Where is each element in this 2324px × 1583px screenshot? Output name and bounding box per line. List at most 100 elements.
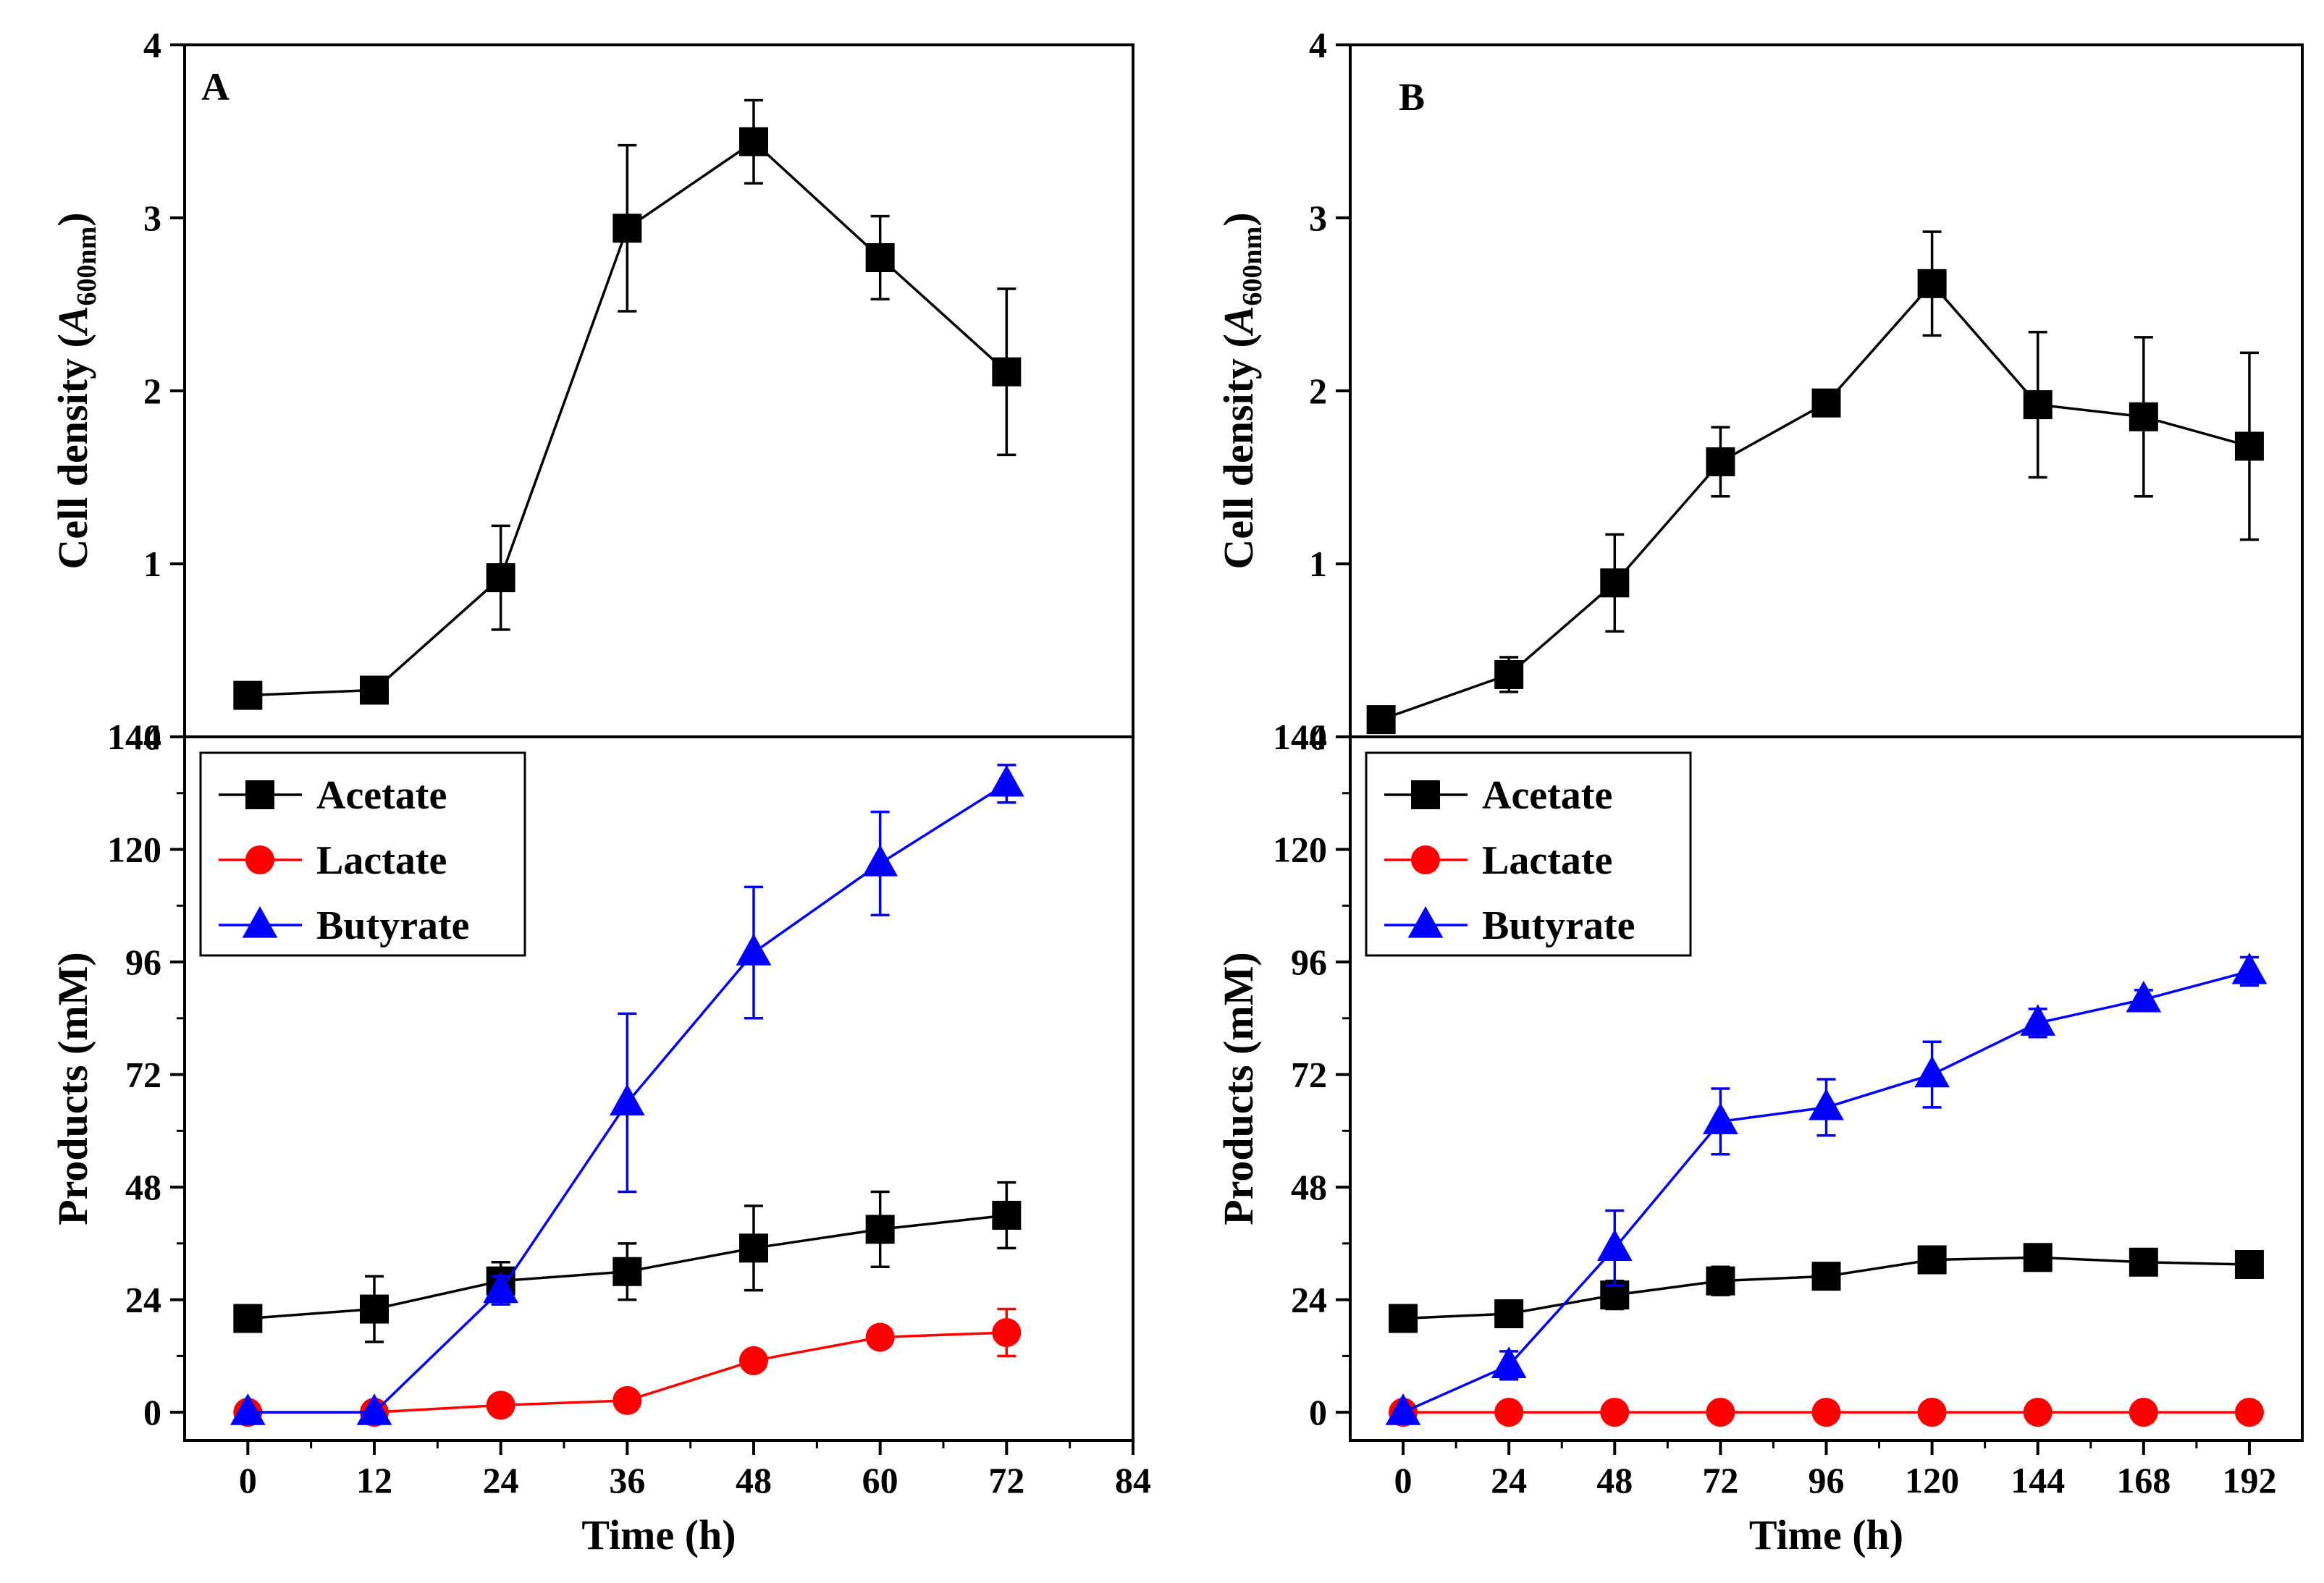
y-tick-label: 120 [1273, 830, 1327, 870]
legend-marker [245, 845, 274, 874]
y-axis-title-var: A [1215, 306, 1262, 337]
y-tick-label: 1 [143, 544, 161, 584]
x-tick-label: 60 [862, 1460, 898, 1500]
panel-frame [1349, 43, 2304, 1442]
x-axis-title: Time (h) [581, 1511, 736, 1558]
y-axis-title: Cell density (A600nm) [1215, 212, 1268, 569]
series-acetate [233, 1181, 1022, 1343]
y-tick-label: 120 [107, 830, 161, 870]
y-axis-title-text: Cell density ( [1215, 334, 1262, 569]
data-point [865, 242, 895, 272]
subplot-b-top: 0 1 2 3 4 Cell density (A600nm) [1215, 25, 2264, 757]
legend-label: Acetate [316, 773, 447, 818]
x-tick-label: 0 [239, 1460, 257, 1500]
y-tick-label: 2 [1309, 371, 1327, 411]
legend-marker [1411, 845, 1440, 874]
y-tick-label: 4 [1309, 25, 1327, 65]
data-point [609, 1084, 645, 1116]
legend-label: Lactate [316, 838, 447, 883]
y-tick-label: 144 [1273, 717, 1327, 757]
data-point [2129, 402, 2158, 431]
data-point [2234, 431, 2264, 461]
y-tick-label: 24 [1291, 1280, 1327, 1320]
series-lactate [233, 1307, 1022, 1427]
legend: Acetate Lactate Butyrate [199, 751, 526, 957]
data-point [739, 127, 768, 156]
y-tick-label: 96 [1291, 942, 1327, 982]
data-point [1596, 1229, 1633, 1261]
series-line [1381, 282, 2250, 721]
x-tick-label: 192 [2222, 1460, 2276, 1500]
legend-marker [1411, 780, 1440, 809]
legend-label: Acetate [1482, 773, 1612, 818]
y-tick-label: 144 [107, 717, 161, 757]
data-point [612, 214, 642, 243]
panel-letter-b: B [1399, 75, 1425, 119]
x-tick-label: 48 [736, 1460, 772, 1500]
data-point [1385, 1393, 1421, 1425]
data-point [1706, 447, 1735, 476]
data-point [360, 1294, 389, 1324]
data-point [2231, 952, 2268, 984]
series-butyrate [230, 764, 1024, 1425]
y-axis-title-close: ) [49, 212, 96, 226]
data-point [2023, 1243, 2053, 1272]
data-point [360, 675, 389, 705]
data-point [1914, 1055, 1950, 1088]
data-point [483, 1271, 519, 1304]
x-tick-label: 12 [356, 1460, 392, 1500]
data-point [1494, 1398, 1524, 1427]
legend-entry-butyrate: Butyrate [219, 903, 470, 948]
y-axis-title-sub: 600nm [72, 227, 102, 306]
legend-marker [245, 780, 274, 809]
data-point [2234, 1398, 2264, 1427]
legend-label: Butyrate [1482, 903, 1635, 948]
data-point [1389, 1304, 1418, 1333]
y-tick-label: 3 [143, 198, 161, 238]
data-point [2129, 1247, 2158, 1277]
legend-marker [1407, 906, 1444, 938]
data-point [1811, 1398, 1841, 1427]
data-point [1494, 1299, 1524, 1329]
data-point [1809, 1088, 1844, 1120]
legend-entry-butyrate: Butyrate [1384, 903, 1635, 948]
data-point [1917, 1398, 1947, 1427]
data-point [233, 680, 263, 710]
x-tick-label: 144 [2011, 1460, 2065, 1500]
series-butyrate [1385, 952, 2268, 1425]
data-point [1600, 568, 1630, 598]
y-tick-label: 4 [143, 25, 161, 65]
data-point [865, 1322, 895, 1352]
panel-b: B [1349, 43, 2304, 1442]
legend-marker [242, 906, 278, 938]
y-tick-label: 0 [1309, 717, 1327, 757]
x-tick-label: 168 [2116, 1460, 2171, 1500]
data-point [612, 1385, 642, 1415]
y-axis-title: Cell density (A600nm) [49, 212, 102, 569]
legend: Acetate Lactate Butyrate [1365, 751, 1692, 957]
y-tick-label: 72 [125, 1055, 161, 1095]
data-point [1703, 1102, 1738, 1134]
y-axis-title-text: Cell density ( [49, 334, 96, 569]
data-point [1811, 1262, 1841, 1291]
y-axis-title: Products (mM) [1215, 952, 1262, 1225]
y-tick-label: 2 [143, 371, 161, 411]
y-axis-title-close: ) [1215, 212, 1262, 226]
y-axis-title: Products (mM) [49, 952, 96, 1225]
data-point [2020, 1004, 2056, 1036]
y-tick-label: 24 [125, 1280, 161, 1320]
x-tick-label: 72 [1702, 1460, 1738, 1500]
x-tick-label: 0 [1394, 1460, 1412, 1500]
data-point [739, 1233, 768, 1263]
data-point [230, 1393, 266, 1425]
panel-a: A [183, 43, 1134, 1442]
data-point [1494, 659, 1524, 689]
data-point [992, 1200, 1022, 1230]
series-acetate [1389, 1243, 2264, 1333]
y-tick-label: 48 [125, 1167, 161, 1207]
data-point [1706, 1266, 1735, 1296]
series-cell-density [233, 98, 1022, 710]
